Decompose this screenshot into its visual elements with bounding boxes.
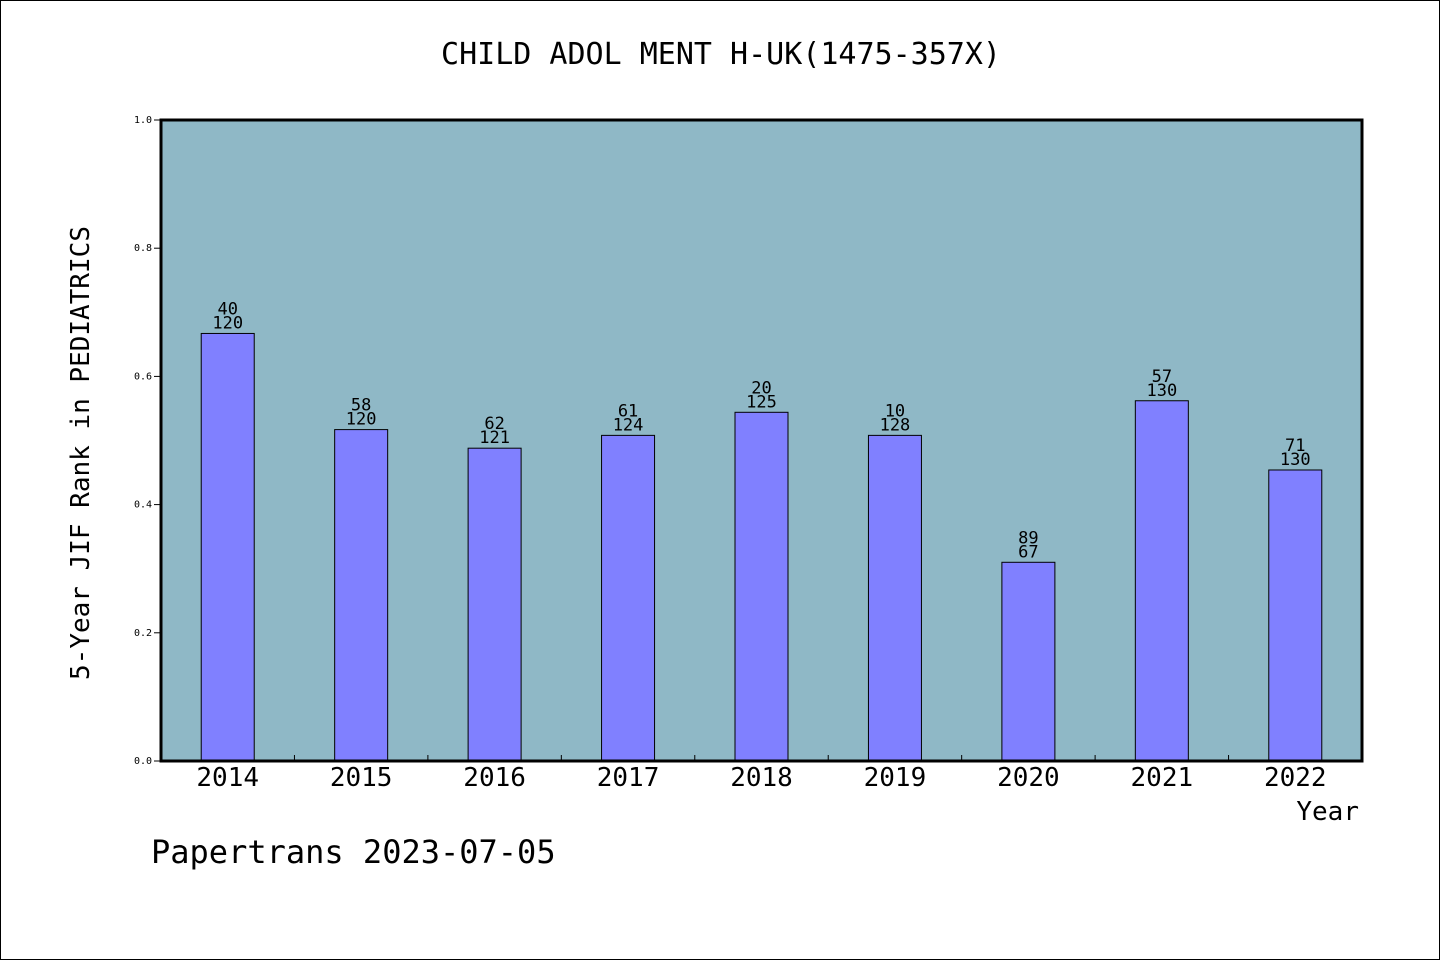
bar-2022 — [1268, 469, 1323, 762]
bar-rank-label: 62 — [484, 414, 504, 434]
bar-2020 — [1001, 561, 1056, 762]
x-tick-label: 2016 — [463, 763, 526, 793]
x-tick-label: 2017 — [597, 763, 660, 793]
bar-rank-label: 58 — [351, 396, 371, 416]
bar-rank-label: 89 — [1018, 528, 1038, 548]
bar-total-label: 130 — [1280, 450, 1311, 470]
bar-total-label: 120 — [346, 410, 377, 430]
bar-2017 — [601, 434, 656, 762]
bar-total-label: 125 — [746, 392, 777, 412]
footer-credit: Papertrans 2023-07-05 — [151, 833, 556, 871]
y-tick-label: 0.6 — [134, 371, 152, 382]
x-tick-label: 2020 — [997, 763, 1060, 793]
bar-rank-label: 40 — [217, 299, 237, 319]
bar-total-label: 128 — [880, 415, 911, 435]
bar-2015 — [334, 429, 389, 762]
y-tick-label: 0.2 — [134, 628, 152, 639]
bar-2016 — [467, 447, 522, 762]
bar-2018 — [734, 411, 789, 762]
bar-rank-label: 61 — [618, 401, 638, 421]
x-tick-label: 2014 — [196, 763, 259, 793]
bar-rank-label: 57 — [1152, 367, 1172, 387]
bar-2014 — [200, 332, 255, 762]
bar-rank-label: 71 — [1285, 436, 1305, 456]
x-tick-label: 2015 — [330, 763, 393, 793]
plot-border — [159, 118, 1364, 763]
bar-total-label: 121 — [479, 428, 510, 448]
y-tick-label: 0.4 — [134, 500, 152, 511]
x-tick-label: 2018 — [730, 763, 793, 793]
bar-rank-label: 20 — [751, 378, 771, 398]
bar-rank-label: 10 — [885, 401, 905, 421]
chart-title: CHILD ADOL MENT H-UK(1475-357X) — [441, 37, 1001, 72]
x-tick-label: 2021 — [1131, 763, 1194, 793]
bar-total-label: 124 — [613, 415, 644, 435]
y-tick-label: 1.0 — [134, 115, 152, 126]
y-tick-label: 0.8 — [134, 243, 152, 254]
x-tick-label: 2019 — [864, 763, 927, 793]
bar-2019 — [867, 434, 922, 762]
bar-total-label: 130 — [1146, 381, 1177, 401]
x-axis-label: Year — [1296, 797, 1359, 827]
x-tick-label: 2022 — [1264, 763, 1327, 793]
y-tick-label: 0.0 — [134, 756, 152, 767]
bar-2021 — [1134, 400, 1189, 762]
bar-total-label: 67 — [1018, 542, 1038, 562]
bar-total-label: 120 — [212, 313, 243, 333]
